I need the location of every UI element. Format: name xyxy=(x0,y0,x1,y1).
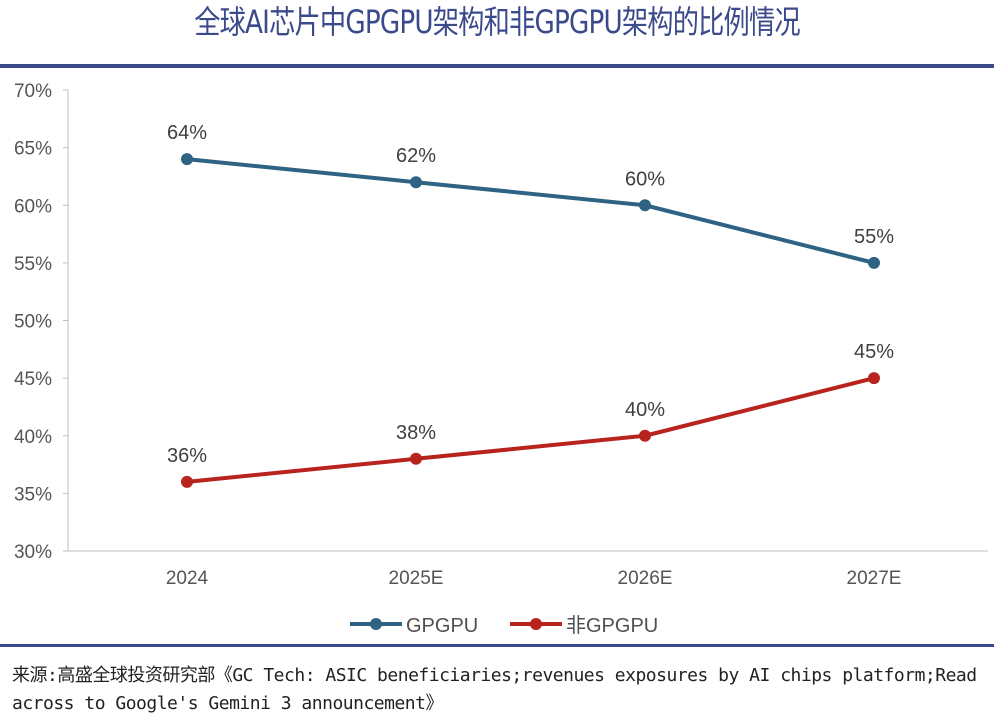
legend-marker xyxy=(370,618,382,630)
data-point xyxy=(868,256,880,269)
x-tick-label: 2027E xyxy=(847,568,902,589)
legend-label: 非GPGPU xyxy=(566,614,658,637)
data-label: 40% xyxy=(625,399,665,421)
data-label: 45% xyxy=(854,341,894,363)
source-note: 来源:高盛全球投资研究部《GC Tech: ASIC beneficiaries… xyxy=(12,665,977,714)
data-point xyxy=(410,176,422,189)
y-tick-label: 50% xyxy=(14,312,52,333)
data-point xyxy=(181,153,193,166)
legend-label: GPGPU xyxy=(406,615,478,637)
data-label: 38% xyxy=(396,422,436,444)
data-point xyxy=(639,429,651,442)
x-tick-label: 2026E xyxy=(618,568,673,589)
line-chart: 30% 35% 40% 45% 50% 55% 60% 65% 70% 2024 2025E 2026… xyxy=(14,81,988,637)
y-tick-label: 70% xyxy=(14,81,52,102)
data-label: 60% xyxy=(625,168,665,190)
x-tick-label: 2025E xyxy=(389,568,444,589)
title-divider xyxy=(0,64,994,68)
series-line-1 xyxy=(186,376,875,484)
legend-marker xyxy=(530,618,542,630)
data-label: 55% xyxy=(854,226,894,248)
data-label: 64% xyxy=(167,122,207,144)
data-point xyxy=(181,475,193,488)
x-tick-label: 2024 xyxy=(166,568,209,589)
chart-title: 全球AI芯片中GPGPU架构和非GPGPU架构的比例情况 xyxy=(194,3,800,41)
series-line-0 xyxy=(186,157,875,265)
data-label: 62% xyxy=(396,145,436,167)
data-label: 36% xyxy=(167,445,207,467)
y-tick-label: 30% xyxy=(14,542,52,563)
footer-divider xyxy=(0,644,994,647)
y-tick-label: 65% xyxy=(14,139,52,160)
y-tick-label: 55% xyxy=(14,254,52,275)
data-point xyxy=(410,452,422,465)
y-tick-label: 40% xyxy=(14,427,52,448)
data-point xyxy=(868,372,880,385)
y-tick-label: 60% xyxy=(14,196,52,217)
y-tick-label: 45% xyxy=(14,369,52,390)
y-tick-label: 35% xyxy=(14,484,52,505)
data-point xyxy=(639,199,651,212)
